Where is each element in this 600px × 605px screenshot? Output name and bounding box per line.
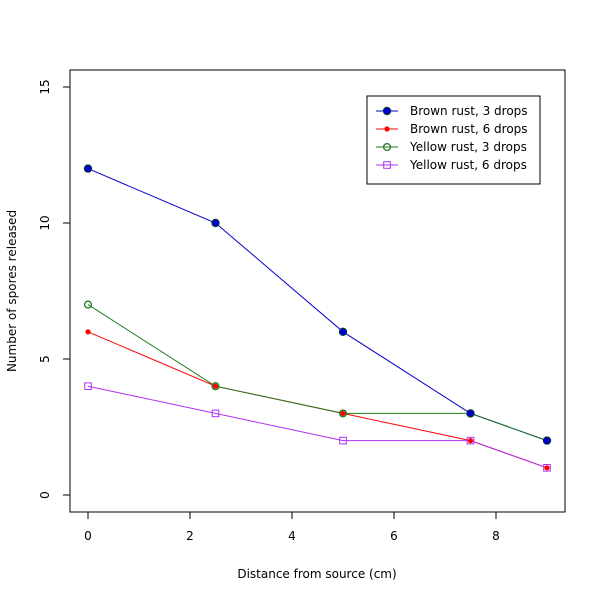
data-point-series-2 bbox=[211, 382, 220, 391]
legend-marker bbox=[384, 126, 390, 132]
y-tick-label: 0 bbox=[38, 491, 52, 499]
data-point-series-1 bbox=[544, 465, 550, 471]
data-point-series-0 bbox=[211, 218, 220, 228]
legend-marker bbox=[383, 161, 391, 169]
data-point-series-0 bbox=[83, 164, 93, 173]
y-axis-label: Number of spores released bbox=[5, 210, 19, 372]
legend-label: Brown rust, 6 drops bbox=[410, 122, 528, 136]
data-point-series-3 bbox=[339, 436, 347, 445]
data-point-series-1 bbox=[467, 438, 474, 444]
data-point-series-2 bbox=[83, 300, 93, 309]
data-point-series-3 bbox=[543, 464, 551, 472]
legend: Brown rust, 3 drops Brown rust, 6 drops Ye… bbox=[366, 95, 541, 185]
data-point-series-1 bbox=[85, 329, 91, 335]
x-axis-label: Distance from source (cm) bbox=[237, 567, 396, 581]
y-tick-label: 10 bbox=[38, 215, 52, 230]
x-tick-label: 0 bbox=[84, 529, 92, 543]
legend-marker bbox=[382, 106, 392, 116]
y-tick-label: 5 bbox=[38, 355, 52, 363]
x-tick-label: 2 bbox=[186, 529, 194, 543]
data-point-series-0 bbox=[466, 409, 475, 418]
x-tick-label: 8 bbox=[492, 529, 500, 543]
data-point-series-1 bbox=[212, 383, 219, 389]
x-tick-label: 4 bbox=[288, 529, 296, 543]
data-point-series-2 bbox=[338, 409, 348, 418]
series-line-3 bbox=[87, 385, 548, 469]
series-line-0 bbox=[87, 168, 548, 442]
data-point-series-1 bbox=[340, 410, 346, 416]
legend-label: Brown rust, 3 drops bbox=[410, 104, 528, 118]
data-point-series-0 bbox=[338, 327, 348, 336]
legend-marker bbox=[382, 142, 392, 152]
series-line-1 bbox=[87, 331, 548, 469]
data-point-series-3 bbox=[211, 409, 220, 418]
x-tick-label: 6 bbox=[390, 529, 398, 543]
legend-label: Yellow rust, 6 drops bbox=[409, 158, 527, 172]
legend-label: Yellow rust, 3 drops bbox=[409, 140, 527, 154]
y-tick-label: 15 bbox=[38, 79, 52, 94]
data-point-series-0 bbox=[542, 436, 552, 445]
data-point-series-3 bbox=[84, 382, 92, 390]
series-line-2 bbox=[87, 304, 548, 442]
data-point-series-3 bbox=[466, 436, 475, 445]
